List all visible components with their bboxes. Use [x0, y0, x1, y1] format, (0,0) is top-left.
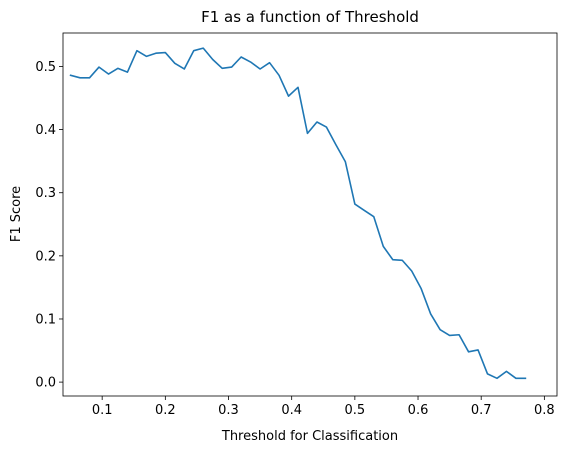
x-tick-label: 0.4 [281, 403, 302, 418]
y-axis-ticks: 0.0 0.1 0.2 0.3 0.4 0.5 [35, 60, 63, 391]
chart-title: F1 as a function of Threshold [201, 8, 419, 26]
x-tick-label: 0.1 [92, 403, 113, 418]
y-tick-label: 0.5 [35, 60, 56, 75]
x-tick-label: 0.3 [218, 403, 239, 418]
x-tick-label: 0.5 [345, 403, 366, 418]
f1-series-line [69, 47, 527, 380]
y-tick-label: 0.2 [35, 249, 56, 264]
plot-frame [62, 32, 558, 397]
y-tick-label: 0.3 [35, 186, 56, 201]
x-axis-ticks: 0.1 0.2 0.3 0.4 0.5 0.6 0.7 0.8 [92, 396, 555, 418]
x-tick-label: 0.2 [155, 403, 176, 418]
y-tick-label: 0.1 [35, 312, 56, 327]
series-group [69, 47, 527, 380]
x-tick-label: 0.7 [471, 403, 492, 418]
x-tick-label: 0.8 [534, 403, 555, 418]
y-axis-label: F1 Score [9, 186, 24, 242]
x-tick-label: 0.6 [408, 403, 429, 418]
y-tick-label: 0.4 [35, 123, 56, 138]
x-axis-label: Threshold for Classification [221, 429, 398, 444]
y-tick-label: 0.0 [35, 376, 56, 391]
